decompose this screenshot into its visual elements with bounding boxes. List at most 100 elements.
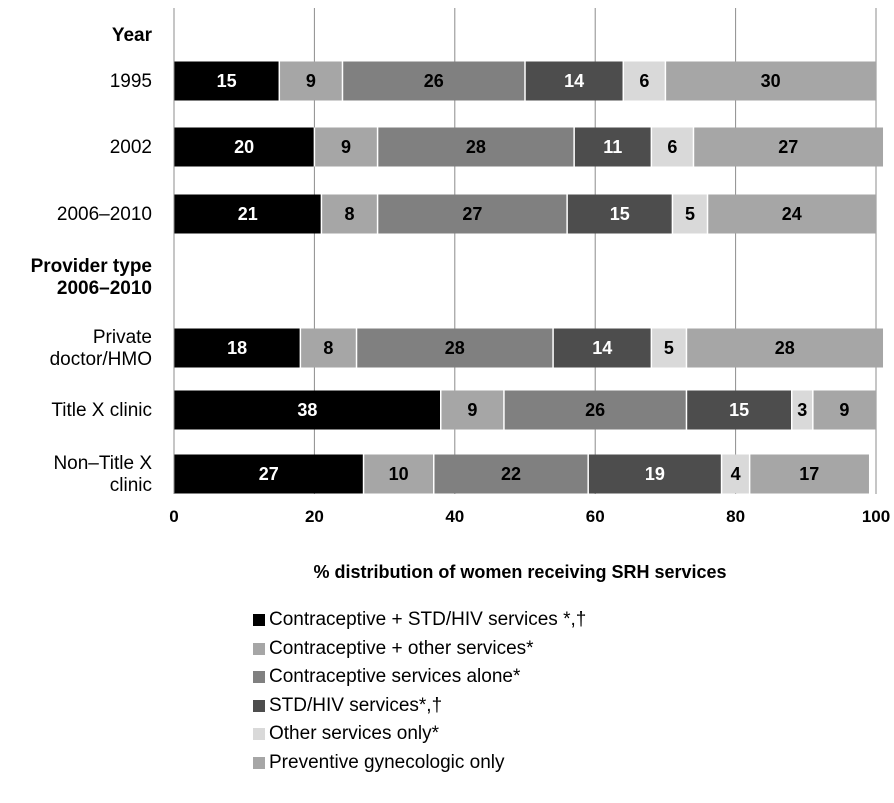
bar-segment (279, 61, 343, 101)
x-tick-label: 20 (305, 507, 324, 526)
bar-segment (686, 390, 792, 430)
legend-label: Contraceptive services alone* (269, 666, 521, 688)
bar-segment (174, 390, 441, 430)
bar-segment (812, 390, 876, 430)
legend: Contraceptive + STD/HIV services *,† Cont… (253, 606, 586, 777)
legend-label: Contraceptive + other services* (269, 637, 534, 659)
bar-segment (651, 328, 687, 368)
data-label: 15 (729, 400, 749, 420)
bar-segment (686, 328, 884, 368)
bar-segment (707, 194, 876, 234)
x-tick-label: 40 (445, 507, 464, 526)
data-label: 15 (217, 71, 237, 91)
bar-segment (321, 194, 378, 234)
data-label: 5 (664, 338, 674, 358)
data-label: 24 (782, 204, 802, 224)
data-label: 4 (731, 464, 741, 484)
x-tick-label: 0 (169, 507, 178, 526)
bar-segment (693, 127, 884, 167)
data-label: 9 (839, 400, 849, 420)
data-label: 15 (610, 204, 630, 224)
bar-segment (623, 61, 666, 101)
data-label: 27 (778, 137, 798, 157)
bar-segment (342, 61, 525, 101)
legend-item: Preventive gynecologic only (253, 749, 586, 778)
data-label: 22 (501, 464, 521, 484)
bar-segment (300, 328, 357, 368)
category-label: 1995 (110, 71, 152, 92)
bar-segment (440, 390, 504, 430)
legend-label: STD/HIV services*,† (269, 694, 443, 716)
bar-segment (356, 328, 554, 368)
data-label: 18 (227, 338, 247, 358)
legend-swatch (253, 671, 265, 684)
legend-item: Contraceptive + STD/HIV services *,† (253, 606, 586, 635)
data-label: 6 (639, 71, 649, 91)
category-label: Title X clinic (51, 400, 152, 421)
legend-swatch (253, 642, 265, 655)
bar-segment (174, 127, 315, 167)
data-label: 9 (467, 400, 477, 420)
bar-segment (377, 127, 575, 167)
data-label: 21 (238, 204, 258, 224)
bar-segment (553, 328, 652, 368)
group-header: Year (112, 25, 153, 46)
bar-segment (749, 454, 869, 494)
data-label: 27 (462, 204, 482, 224)
data-label: 5 (685, 204, 695, 224)
legend-swatch (253, 614, 265, 627)
data-label: 30 (761, 71, 781, 91)
bar-segment (174, 454, 364, 494)
data-label: 8 (323, 338, 333, 358)
bar-segment (525, 61, 624, 101)
data-label: 14 (564, 71, 584, 91)
bar-segment (503, 390, 687, 430)
bar-segment (665, 61, 876, 101)
x-tick-label: 60 (586, 507, 605, 526)
data-label: 8 (344, 204, 354, 224)
data-label: 28 (775, 338, 795, 358)
legend-item: Other services only* (253, 720, 586, 749)
bar-segment (567, 194, 673, 234)
group-header: Provider type 2006–2010 (31, 256, 152, 299)
bar-segment (377, 194, 568, 234)
legend-item: Contraceptive services alone* (253, 663, 586, 692)
bar-segment (314, 127, 378, 167)
data-label: 17 (799, 464, 819, 484)
legend-label: Other services only* (269, 723, 440, 745)
data-label: 11 (603, 137, 622, 157)
legend-swatch (253, 728, 265, 741)
bar-segment (721, 454, 750, 494)
x-tick-label: 80 (726, 507, 745, 526)
bar-segment (651, 127, 694, 167)
data-label: 3 (797, 400, 807, 420)
bar-segment (363, 454, 434, 494)
legend-swatch (253, 699, 265, 712)
category-label: 2006–2010 (57, 204, 152, 225)
data-label: 20 (234, 137, 254, 157)
legend-item: Contraceptive + other services* (253, 635, 586, 664)
bar-segment (791, 390, 813, 430)
category-label: 2002 (110, 137, 152, 158)
bar-segment (433, 454, 589, 494)
legend-label: Preventive gynecologic only (269, 751, 505, 773)
data-label: 26 (585, 400, 605, 420)
data-label: 28 (445, 338, 465, 358)
legend-label: Contraceptive + STD/HIV services *,† (269, 609, 587, 631)
bar-segment (574, 127, 652, 167)
bar-segment (588, 454, 722, 494)
category-label: Private doctor/HMO (50, 327, 152, 370)
data-label: 10 (389, 464, 409, 484)
bar-segment (672, 194, 708, 234)
bar-segment (174, 328, 301, 368)
data-label: 26 (424, 71, 444, 91)
data-label: 9 (341, 137, 351, 157)
data-label: 28 (466, 137, 486, 157)
x-axis-title: % distribution of women receiving SRH se… (313, 562, 726, 582)
bar-segment (174, 194, 322, 234)
legend-swatch (253, 756, 265, 769)
data-label: 27 (259, 464, 279, 484)
data-label: 14 (592, 338, 612, 358)
